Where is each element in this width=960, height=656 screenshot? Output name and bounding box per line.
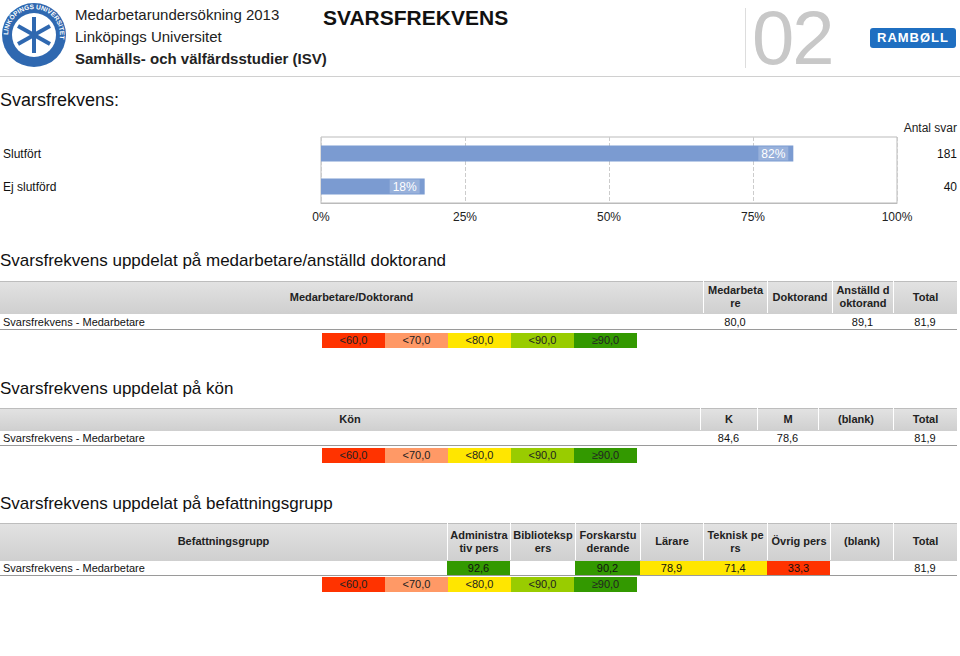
html-text:Doktorand: Doktorand (772, 290, 828, 303)
svg-text:Ej slutförd: Ej slutförd (3, 180, 56, 194)
html-text:Teknisk pers: Teknisk pers (707, 528, 764, 554)
html-text:Svarsfrekvens uppdelat på meda: Svarsfrekvens uppdelat på medarbetare/an… (0, 251, 447, 270)
svg-text:LINKÖPINGS UNIVERSITET: LINKÖPINGS UNIVERSITET (1, 3, 67, 40)
svg-text:18%: 18% (393, 180, 417, 194)
html-text:Forskarstuderande: Forskarstuderande (579, 528, 637, 554)
svg-text:50%: 50% (597, 210, 621, 224)
html-text:(blank): (blank) (844, 535, 880, 547)
html-text:Medarbetare/Doktorand: Medarbetare/Doktorand (289, 290, 414, 303)
svg-text:Slutfört: Slutfört (3, 147, 42, 161)
html-text:Svarsfrekvens:: Svarsfrekvens: (0, 90, 119, 110)
html-text:Total: Total (912, 535, 939, 547)
html-text:<80,0: <80,0 (465, 578, 494, 590)
svg-text:25%: 25% (453, 210, 477, 224)
html-text:Medarbetare: Medarbetare (708, 284, 763, 309)
html-text:Svarsfrekvens - Medarbetare: Svarsfrekvens - Medarbetare (3, 432, 145, 444)
html-text:Svarsfrekvens - Medarbetare: Svarsfrekvens - Medarbetare (3, 316, 145, 328)
html-text:<80,0: <80,0 (465, 334, 494, 346)
html-text:≥90,0: ≥90,0 (591, 334, 620, 346)
html-text:81,9: 81,9 (914, 432, 936, 444)
html-text:<70,0: <70,0 (402, 334, 431, 346)
html-text:78,6: 78,6 (776, 432, 799, 444)
html-text:Anställd doktorand: Anställd doktorand (836, 284, 890, 309)
html-text:Bibliotekspers: Bibliotekspers (513, 528, 573, 554)
html-text:M: M (783, 412, 793, 425)
html-text:Medarbetarundersökning 2013: Medarbetarundersökning 2013 (75, 6, 280, 23)
html-text:<60,0: <60,0 (339, 449, 368, 461)
html-text:<90,0: <90,0 (528, 334, 557, 346)
html-text:Svarsfrekvens - Medarbetare: Svarsfrekvens - Medarbetare (3, 562, 145, 574)
html-text:Administrativ pers: Administrativ pers (450, 528, 508, 554)
html-text:71,4: 71,4 (724, 562, 746, 574)
html-text:84,6: 84,6 (717, 432, 740, 444)
html-text:K: K (725, 412, 733, 425)
html-text:SVARSFREKVENS: SVARSFREKVENS (323, 6, 509, 29)
html-text:Kön: Kön (339, 412, 361, 425)
html-text:(blank): (blank) (838, 412, 874, 425)
html-text:92,6: 92,6 (467, 562, 490, 574)
html-text:≥90,0: ≥90,0 (591, 449, 620, 461)
html-text:80,0: 80,0 (724, 316, 746, 328)
html-text:Befattningsgrupp: Befattningsgrupp (177, 535, 270, 547)
svg-text:0%: 0% (312, 210, 330, 224)
html-text:81,9: 81,9 (914, 316, 936, 328)
html-text:<80,0: <80,0 (465, 449, 494, 461)
html-text:Lärare: Lärare (655, 535, 689, 547)
html-text:81,9: 81,9 (914, 562, 936, 574)
html-text:≥90,0: ≥90,0 (591, 578, 620, 590)
svg-text:181: 181 (937, 147, 957, 161)
html-text:<70,0: <70,0 (402, 449, 431, 461)
html-text:Linköpings Universitet: Linköpings Universitet (75, 28, 222, 45)
html-text:<90,0: <90,0 (528, 578, 557, 590)
html-text:Total: Total (912, 290, 939, 303)
html-text:78,9: 78,9 (660, 562, 683, 574)
html-text:<60,0: <60,0 (339, 578, 368, 590)
html-text:Samhälls- och välfärdsstudier: Samhälls- och välfärdsstudier (ISV) (75, 50, 327, 67)
html-text:<60,0: <60,0 (339, 334, 368, 346)
svg-text:82%: 82% (761, 147, 785, 161)
html-text:Svarsfrekvens uppdelat på befa: Svarsfrekvens uppdelat på befattningsgru… (0, 494, 333, 513)
html-text:Svarsfrekvens uppdelat på kön: Svarsfrekvens uppdelat på kön (0, 379, 234, 398)
html-text:RAMBØLL: RAMBØLL (877, 30, 949, 45)
html-text:Övrig pers: Övrig pers (771, 535, 827, 547)
html-text:90,2: 90,2 (596, 562, 619, 574)
html-text:Total: Total (912, 412, 939, 425)
svg-text:75%: 75% (741, 210, 765, 224)
html-text:33,3: 33,3 (787, 562, 810, 574)
html-text:Antal svar: Antal svar (903, 121, 957, 135)
html-text:<70,0: <70,0 (402, 578, 431, 590)
svg-text:100%: 100% (882, 210, 913, 224)
html-text:<90,0: <90,0 (528, 449, 557, 461)
html-text:89,1: 89,1 (851, 316, 874, 328)
svg-text:40: 40 (944, 180, 958, 194)
